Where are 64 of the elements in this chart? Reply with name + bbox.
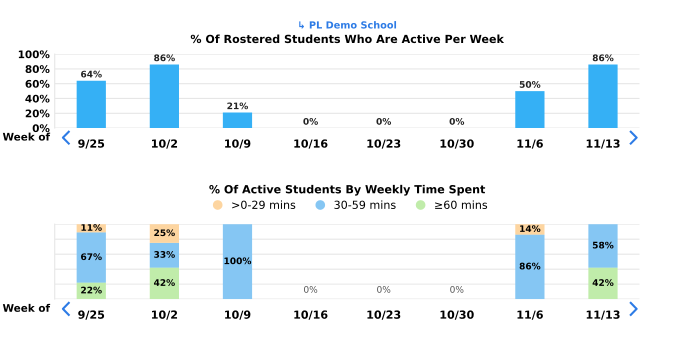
bar (150, 242, 179, 268)
bar (222, 112, 252, 128)
x-tick-label: 10/2 (152, 139, 178, 149)
x-tick-label: 10/23 (367, 310, 400, 320)
legend-label: 30-59 mins (334, 200, 396, 210)
x-tick-label: 11/6 (518, 310, 543, 320)
bar (588, 224, 618, 268)
bar (76, 232, 106, 283)
y-tick-label: 0% (32, 124, 50, 132)
y-tick-label: 40% (25, 94, 50, 103)
data-label: 50% (520, 81, 540, 88)
y-tick-label: 100% (18, 50, 50, 58)
data-label: 0% (303, 118, 318, 125)
x-tick-label: 10/2 (152, 310, 178, 320)
bar (76, 80, 106, 128)
x-tick-label: 10/30 (440, 139, 474, 149)
data-label: 33% (154, 251, 175, 258)
chart-title: % Of Active Students By Weekly Time Spent (209, 184, 486, 196)
data-label: 25% (154, 229, 175, 236)
data-label: 42% (154, 279, 175, 286)
text: Week of (2, 132, 50, 141)
x-tick-label: 11/6 (518, 139, 543, 149)
data-label: 42% (592, 279, 614, 286)
bar (515, 91, 545, 128)
data-label: 67% (81, 253, 102, 260)
y-tick-label: 20% (26, 109, 50, 118)
x-tick-label: 9/25 (78, 310, 104, 320)
data-label: 14% (520, 225, 540, 232)
x-tick-label: 10/30 (440, 310, 474, 320)
total-label: 0% (304, 286, 318, 293)
data-label: 21% (227, 102, 248, 110)
total-label: 0% (450, 286, 464, 293)
bar (222, 224, 252, 300)
y-tick-label: 60% (26, 80, 50, 88)
data-label: 0% (450, 118, 464, 125)
data-label: 0% (376, 118, 392, 125)
data-label: 58% (592, 242, 614, 249)
x-tick-label: 11/13 (586, 139, 620, 149)
y-tick-label: 80% (26, 65, 50, 74)
x-tick-label: 11/13 (586, 310, 620, 320)
data-label: 22% (81, 286, 102, 294)
text: Week of (2, 304, 50, 312)
bar (588, 64, 618, 128)
legend-label: >0-29 mins (232, 200, 296, 210)
legend-label: ≥60 mins (435, 200, 488, 210)
data-label: 86% (154, 54, 175, 62)
bar (150, 268, 179, 300)
chart-subtitle: ↳ PL Demo School (299, 21, 396, 29)
x-tick-label: 10/23 (367, 139, 400, 149)
x-tick-label: 10/16 (294, 139, 328, 149)
data-label: 11% (81, 224, 102, 231)
bar (150, 64, 179, 128)
data-label: 86% (592, 54, 614, 62)
x-tick-label: 10/16 (294, 310, 328, 320)
x-tick-label: 10/9 (225, 310, 250, 320)
data-label: 100% (224, 257, 252, 264)
chart-title: % Of Rostered Students Who Are Active Per Week (190, 34, 504, 44)
total-label: 0% (377, 286, 390, 293)
bar (515, 234, 545, 300)
bar (588, 268, 618, 300)
data-label: 64% (81, 70, 102, 78)
x-tick-label: 9/25 (78, 139, 104, 149)
x-tick-label: 10/9 (225, 139, 250, 149)
data-label: 86% (520, 262, 540, 270)
